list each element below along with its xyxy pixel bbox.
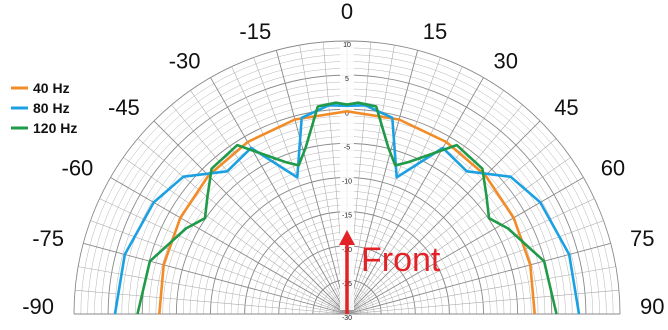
grid-spoke-minor: [346, 90, 504, 315]
grid-spoke-minor: [346, 45, 395, 315]
angle-tick-label: -45: [108, 95, 140, 120]
grid-spoke-minor: [190, 90, 348, 315]
grid-spoke-minor: [346, 66, 463, 315]
angle-tick-label: 15: [423, 19, 447, 44]
radial-tick-label: -15: [342, 213, 352, 220]
radial-tick-label: -30: [342, 315, 352, 322]
radial-tick-label: -5: [344, 144, 350, 151]
grid-spoke-minor: [346, 266, 616, 315]
grid-spoke-minor: [137, 138, 348, 315]
angle-tick-labels: -90 -75 -60 -45 -30 -15 0 15 30 45 60 75 90: [22, 0, 664, 319]
grid-spoke-minor: [231, 66, 348, 315]
angle-tick-label: 45: [554, 95, 578, 120]
front-label: Front: [361, 241, 441, 279]
grid-spoke-major: [346, 120, 541, 315]
grid-spoke-minor: [123, 157, 348, 315]
legend-label-40hz: 40 Hz: [33, 80, 70, 96]
radial-tick-label: 10: [343, 42, 351, 49]
series-line-120hz: [136, 101, 558, 315]
grid-spoke-minor: [346, 57, 441, 315]
grid-spoke-major: [275, 50, 348, 315]
grid-spoke-major: [83, 242, 348, 315]
grid-spoke-major: [346, 242, 611, 315]
angle-tick-label: -15: [239, 19, 271, 44]
angle-tick-label: -60: [62, 156, 94, 181]
grid-spoke-minor: [90, 220, 348, 315]
grid-spoke-minor: [346, 198, 595, 315]
series-line-40hz: [158, 110, 536, 315]
grid-spoke-minor: [299, 45, 348, 315]
radial-tick-label: 0: [345, 110, 349, 117]
angle-tick-label: 60: [601, 156, 625, 181]
grid-spoke-major: [346, 50, 419, 315]
angle-tick-label: 90: [640, 294, 664, 319]
data-series: [113, 101, 581, 315]
grid-spoke-major: [110, 177, 348, 315]
grid-spoke-major: [210, 77, 348, 315]
front-arrow-head: [339, 230, 355, 245]
angle-tick-label: -75: [32, 226, 64, 251]
angle-tick-label: 75: [630, 226, 654, 251]
grid-spoke-minor: [99, 198, 348, 315]
grid-spoke-minor: [346, 138, 557, 315]
grid-spoke-minor: [346, 157, 571, 315]
angle-tick-label: -90: [22, 294, 54, 319]
legend: 40 Hz 80 Hz 120 Hz: [11, 80, 77, 136]
grid-spoke-minor: [171, 104, 348, 315]
grid-spoke-minor: [253, 57, 348, 315]
radial-tick-label: 5: [345, 76, 349, 83]
grid-spoke-minor: [346, 220, 604, 315]
polar-grid: [73, 40, 621, 315]
angle-tick-label: 30: [494, 48, 518, 73]
grid-spoke-major: [346, 77, 484, 315]
radial-tick-label: -10: [342, 179, 352, 186]
legend-label-120hz: 120 Hz: [33, 120, 77, 136]
angle-tick-label: 0: [341, 0, 353, 24]
grid-spoke-minor: [346, 289, 619, 315]
grid-spoke-minor: [78, 266, 348, 315]
grid-spoke-major: [153, 120, 348, 315]
legend-label-80hz: 80 Hz: [33, 100, 70, 116]
grid-spoke-major: [346, 177, 584, 315]
grid-spoke-minor: [75, 289, 348, 315]
front-annotation: Front: [339, 230, 441, 314]
grid-spoke-minor: [346, 104, 523, 315]
angle-tick-label: -30: [169, 48, 201, 73]
